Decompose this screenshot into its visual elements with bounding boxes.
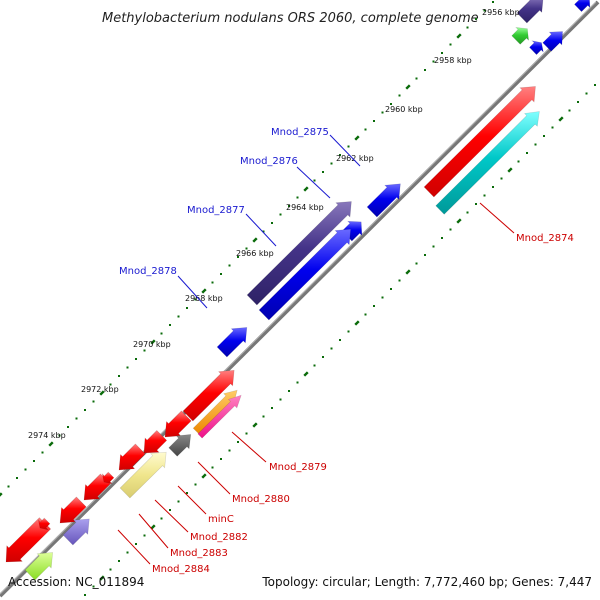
gene-mnod-2882[interactable]	[143, 429, 168, 454]
gene-mnod-2880[interactable]	[164, 410, 192, 438]
gene-red-lower-a[interactable]	[59, 496, 87, 524]
tick-label-2972: 2972 kbp	[81, 385, 119, 394]
accession-text: Accession: NC_011894	[8, 575, 144, 589]
gene-blue-top-a[interactable]	[542, 31, 563, 52]
gene-red-small-b[interactable]	[37, 517, 51, 531]
gene-features	[5, 0, 591, 581]
tick-label-2960: 2960 kbp	[385, 105, 423, 114]
tick-label-2964: 2964 kbp	[286, 203, 324, 212]
tick-label-2966: 2966 kbp	[236, 249, 274, 258]
tick-label-2970: 2970 kbp	[133, 340, 171, 349]
label-mnod-2876[interactable]: Mnod_2876	[240, 156, 298, 167]
gene-mnod-2877-b[interactable]	[258, 228, 352, 321]
label-mnod-2882[interactable]: Mnod_2882	[190, 532, 248, 543]
leader-2874	[479, 202, 515, 234]
gene-red-lower-b[interactable]	[5, 517, 52, 563]
gene-mnod-2884[interactable]	[83, 473, 111, 501]
gene-yellow-a[interactable]	[119, 451, 167, 499]
leader-lines	[117, 134, 515, 565]
label-mnod-2874[interactable]: Mnod_2874	[516, 233, 574, 244]
gene-lavender[interactable]	[62, 518, 90, 546]
label-mnod-2877[interactable]: Mnod_2877	[187, 205, 245, 216]
leader-2884	[117, 529, 151, 565]
tick-label-2968: 2968 kbp	[185, 294, 223, 303]
leader-2877	[245, 213, 277, 247]
dotted-ring-inner	[84, 84, 596, 596]
leader-2875	[329, 134, 361, 167]
label-mnod-2884[interactable]: Mnod_2884	[152, 564, 210, 575]
map-title: Methylobacterium nodulans ORS 2060, comp…	[102, 11, 479, 26]
dotted-ring-outer	[0, 1, 494, 498]
gene-dark-top[interactable]	[516, 0, 544, 24]
leader-minc	[177, 485, 207, 515]
gene-mnod-2878[interactable]	[216, 327, 248, 358]
gene-minc[interactable]	[168, 434, 192, 457]
gene-lime[interactable]	[24, 552, 54, 581]
leader-2876	[296, 166, 331, 199]
topology-text: Topology: circular; Length: 7,772,460 bp…	[261, 575, 592, 589]
gene-mnod-2874-cyan[interactable]	[435, 111, 540, 215]
gene-mnod-2883[interactable]	[118, 443, 146, 471]
gene-mnod-2877[interactable]	[246, 201, 352, 306]
leader-2880	[197, 461, 231, 495]
gene-blue-top-c[interactable]	[529, 40, 544, 56]
label-mnod-2875[interactable]: Mnod_2875	[271, 127, 329, 138]
label-mnod-2883[interactable]: Mnod_2883	[170, 548, 228, 559]
gene-green-top[interactable]	[511, 27, 529, 45]
tick-label-2974: 2974 kbp	[28, 431, 66, 440]
gene-mnod-2874[interactable]	[423, 86, 536, 198]
label-mnod-2879[interactable]: Mnod_2879	[269, 462, 327, 473]
tick-label-2956: 2956 kbp	[482, 8, 520, 17]
gene-blue-top-b[interactable]	[574, 0, 591, 13]
label-mnod-2878[interactable]: Mnod_2878	[119, 266, 177, 277]
leader-2878	[177, 275, 208, 309]
tick-label-2962: 2962 kbp	[336, 154, 374, 163]
leader-2879	[231, 431, 267, 463]
gene-red-small[interactable]	[101, 471, 115, 485]
gene-mnod-2875[interactable]	[366, 183, 401, 218]
leader-2882	[154, 499, 189, 533]
gene-mnod-2879[interactable]	[182, 369, 235, 422]
label-minc[interactable]: minC	[208, 514, 234, 525]
tick-label-2958: 2958 kbp	[434, 56, 472, 65]
label-mnod-2880[interactable]: Mnod_2880	[232, 494, 290, 505]
gene-mnod-2879-magenta[interactable]	[197, 394, 242, 439]
leader-2883	[138, 513, 169, 549]
